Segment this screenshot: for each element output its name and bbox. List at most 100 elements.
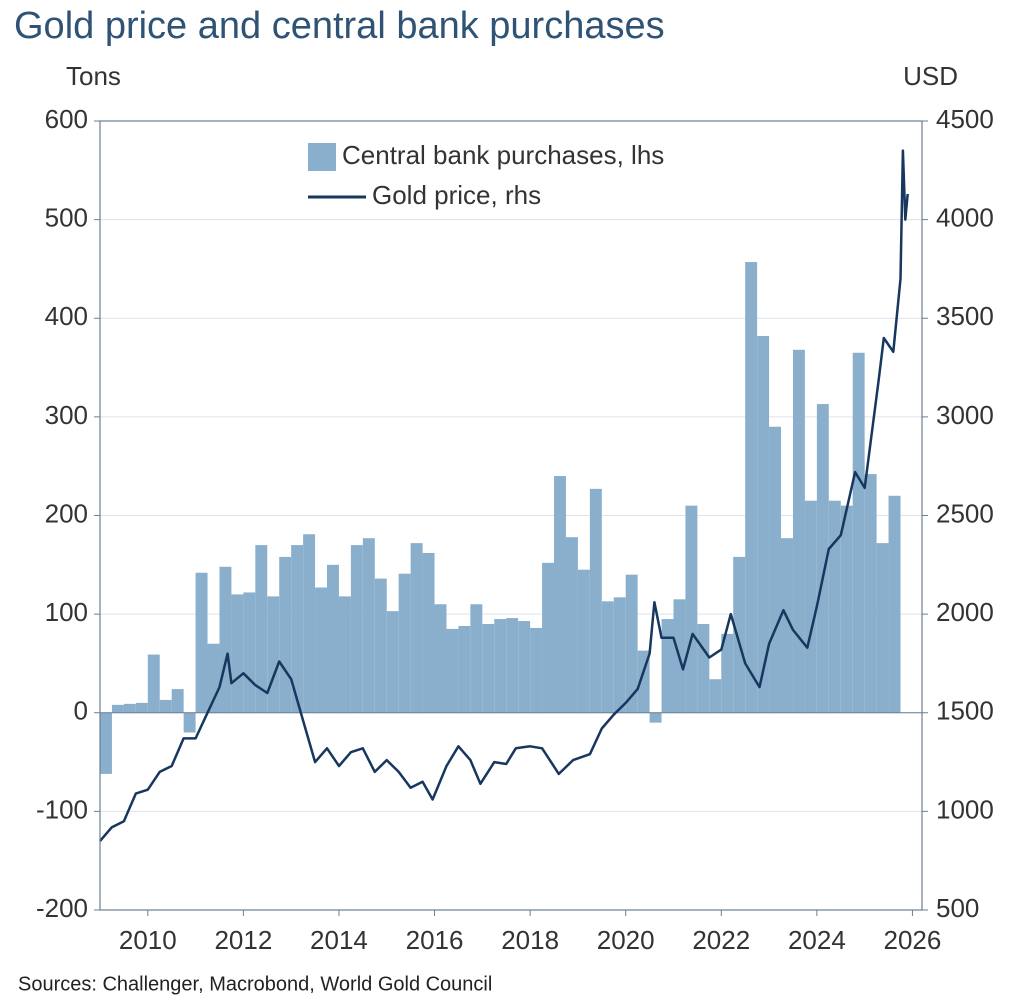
bar (123, 703, 136, 713)
x-tick-label: 2016 (406, 925, 464, 955)
bar (804, 500, 817, 713)
bar (864, 474, 877, 713)
bar (171, 689, 184, 713)
bar (183, 712, 196, 733)
bar (207, 643, 220, 713)
bar (577, 569, 590, 713)
bar (255, 545, 268, 713)
bar (697, 623, 710, 713)
bar (661, 619, 674, 713)
bar (649, 712, 662, 723)
bar (852, 352, 865, 713)
bar (303, 534, 316, 713)
bar (876, 543, 889, 713)
bar (219, 566, 232, 713)
y2-tick-label: 4500 (936, 104, 994, 134)
bar (506, 618, 519, 713)
y2-tick-label: 2500 (936, 498, 994, 528)
bar (840, 505, 853, 713)
bar (243, 592, 256, 713)
bar (745, 262, 758, 713)
bar (315, 587, 328, 713)
y-tick-label: 500 (45, 203, 88, 233)
bar (482, 623, 495, 713)
y2-tick-label: 3500 (936, 301, 994, 331)
x-tick-label: 2010 (119, 925, 177, 955)
bar (769, 426, 782, 713)
bar (386, 611, 399, 713)
bar (231, 594, 244, 713)
bar (374, 578, 387, 713)
y2-tick-label: 1500 (936, 696, 994, 726)
bar (781, 538, 793, 713)
y2-tick-label: 2000 (936, 597, 994, 627)
legend-swatch (308, 143, 336, 171)
bar (601, 601, 614, 713)
y2-tick-label: 4000 (936, 203, 994, 233)
y-tick-label: 400 (45, 301, 88, 331)
y-tick-label: -200 (36, 893, 88, 923)
y2-tick-label: 3000 (936, 400, 994, 430)
legend-label: Gold price, rhs (372, 180, 541, 210)
y2-axis-label: USD (903, 61, 958, 91)
y-tick-label: 0 (74, 696, 88, 726)
bar (816, 404, 829, 713)
x-tick-label: 2012 (214, 925, 272, 955)
x-tick-label: 2022 (692, 925, 750, 955)
plot-frame (99, 120, 923, 911)
bar (267, 596, 280, 713)
bar (291, 545, 304, 713)
bar (458, 625, 471, 713)
bar (279, 556, 292, 713)
y-tick-label: 300 (45, 400, 88, 430)
x-tick-label: 2014 (310, 925, 368, 955)
x-tick-label: 2024 (788, 925, 846, 955)
y-tick-label: 200 (45, 498, 88, 528)
bar (625, 574, 638, 713)
bar (470, 604, 483, 713)
bar (721, 633, 734, 713)
bar (530, 627, 543, 713)
bar (709, 679, 722, 713)
x-tick-label: 2026 (884, 925, 942, 955)
bar (398, 573, 411, 713)
gold-price-line (99, 149, 909, 842)
y2-tick-label: 500 (936, 893, 979, 923)
bar (147, 654, 160, 713)
bar (554, 476, 566, 713)
bar (637, 650, 650, 713)
bar (685, 505, 698, 713)
bar (757, 336, 770, 713)
bar (792, 349, 805, 713)
bar (100, 712, 112, 774)
bar (195, 572, 208, 713)
bar (410, 543, 423, 713)
bar (434, 604, 447, 713)
bar (362, 538, 375, 713)
bar (589, 488, 602, 713)
x-tick-label: 2018 (501, 925, 559, 955)
y2-tick-label: 1000 (936, 794, 994, 824)
bar (518, 621, 531, 713)
bar (733, 556, 746, 713)
bar (828, 500, 841, 713)
bar (111, 704, 124, 713)
bar (327, 564, 339, 713)
bar (338, 596, 351, 713)
bar (542, 562, 555, 713)
bar (888, 495, 901, 713)
bar (159, 699, 172, 713)
bar (135, 702, 148, 713)
bar (565, 537, 578, 713)
y-axis-label: Tons (66, 61, 121, 91)
bar (494, 619, 507, 713)
y-tick-label: 100 (45, 597, 88, 627)
bar (350, 545, 363, 713)
bar (422, 552, 435, 713)
x-tick-label: 2020 (597, 925, 655, 955)
bar (613, 597, 626, 713)
legend-label: Central bank purchases, lhs (342, 140, 664, 170)
bar (446, 628, 459, 713)
